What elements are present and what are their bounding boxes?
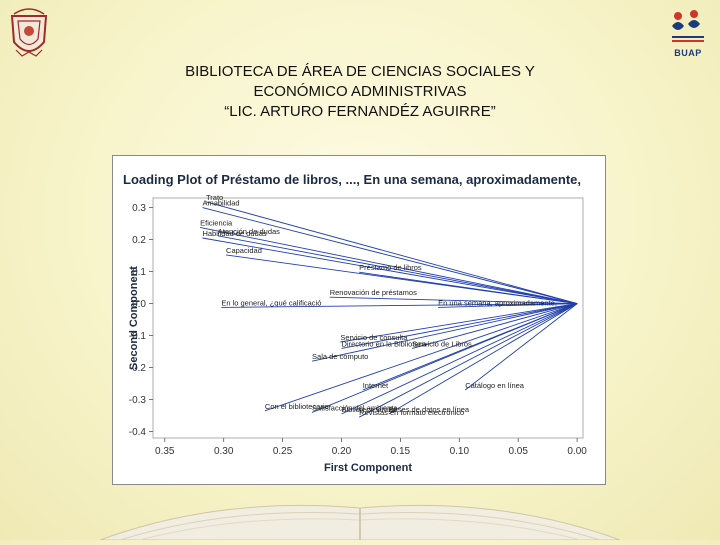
loading-label: Préstamo de libros [359, 263, 422, 272]
x-tick-label: 0.25 [273, 446, 293, 457]
y-tick-label: 0.0 [132, 299, 146, 310]
loading-vector [329, 296, 578, 305]
loading-vector [200, 226, 578, 305]
loading-vector [311, 303, 578, 362]
y-tick-label: 0.2 [132, 235, 146, 246]
x-tick-label: 0.00 [567, 446, 587, 457]
y-tick-label: 0.1 [132, 267, 146, 278]
loading-label: En una semana, aproximadamente, [438, 298, 557, 307]
loading-vector [202, 237, 578, 305]
title-line-3: “LIC. ARTURO FERNANDÉZ AGUIRRE” [224, 103, 496, 120]
slide-title: BIBLIOTECA DE ÁREA DE CIENCIAS SOCIALES … [120, 62, 600, 122]
x-tick-label: 0.10 [450, 446, 470, 457]
loading-label: Directorio en la Biblioteca [341, 339, 427, 348]
loading-vector [217, 235, 578, 305]
y-tick-label: 0.3 [132, 203, 146, 214]
open-book-image [80, 486, 640, 541]
loading-label: Catálogo en línea [465, 381, 525, 390]
loading-vector [438, 303, 578, 308]
x-tick-label: 0.20 [332, 446, 352, 457]
loading-label: Satisfacción del ambiente [312, 403, 397, 412]
loading-label: Revistas en formato electrónico [359, 408, 464, 417]
loading-label: Servicio de consulta [340, 333, 408, 342]
loading-vector [388, 303, 578, 415]
loading-vector [202, 207, 578, 305]
loading-label: Habilidad de dudas [202, 229, 266, 238]
y-axis-label: Second Component [128, 266, 140, 370]
title-line-1: BIBLIOTECA DE ÁREA DE CIENCIAS SOCIALES … [185, 63, 535, 80]
loading-label: Biblioteca virtual [341, 405, 396, 414]
loading-vector [264, 303, 578, 412]
loading-vector [340, 303, 578, 343]
loading-label: Servicio de Libros [412, 339, 472, 348]
loading-label: Atención de dudas [218, 227, 280, 236]
plot-area-frame [152, 197, 584, 439]
loading-label: Renovación de préstamos [330, 288, 417, 297]
x-tick-label: 0.15 [391, 446, 411, 457]
y-tick-label: -0.2 [129, 363, 147, 374]
loading-label: Amabilidad [202, 199, 239, 208]
loading-vector [464, 303, 578, 391]
loading-label: Internet [363, 381, 389, 390]
loading-vector [205, 201, 578, 305]
x-tick-label: 0.35 [155, 446, 175, 457]
loading-vector [412, 303, 578, 349]
chart-title: Loading Plot of Préstamo de libros, ...,… [123, 172, 581, 187]
title-line-2: ECONÓMICO ADMINISTRIVAS [253, 83, 467, 100]
plot-canvas: 0.35 0.30 0.25 0.20 0.15 0.10 0.05 0.00 0.3 0.2 0.… [128, 193, 587, 474]
y-tick-label: -0.4 [129, 427, 147, 438]
university-seal-logo [4, 6, 54, 64]
loading-vector [311, 303, 578, 413]
buap-wordmark: BUAP [674, 48, 702, 58]
loading-label: Sala de cómputo [312, 352, 368, 361]
loading-vector [221, 303, 578, 308]
x-axis-label: First Component [324, 462, 412, 474]
loading-label: Trato [206, 193, 223, 202]
loading-label: En lo general, ¿qué calificació [221, 298, 321, 307]
loading-vector [341, 303, 578, 415]
y-tick-label: -0.3 [129, 395, 147, 406]
loading-label: Bases de datos en línea [389, 405, 470, 414]
loading-label: Con el bibliotecario [265, 402, 329, 411]
loading-vector [359, 271, 578, 305]
y-tick-label: -0.1 [129, 331, 147, 342]
x-tick-label: 0.30 [214, 446, 234, 457]
loading-plot-chart: Loading Plot of Préstamo de libros, ...,… [112, 155, 606, 485]
loading-label: Eficiencia [200, 218, 233, 227]
loading-vector [341, 303, 578, 349]
loading-label: Capacidad [226, 246, 262, 255]
loading-vector [358, 303, 578, 418]
library-logo: BUAP [664, 8, 712, 64]
x-tick-label: 0.05 [508, 446, 528, 457]
